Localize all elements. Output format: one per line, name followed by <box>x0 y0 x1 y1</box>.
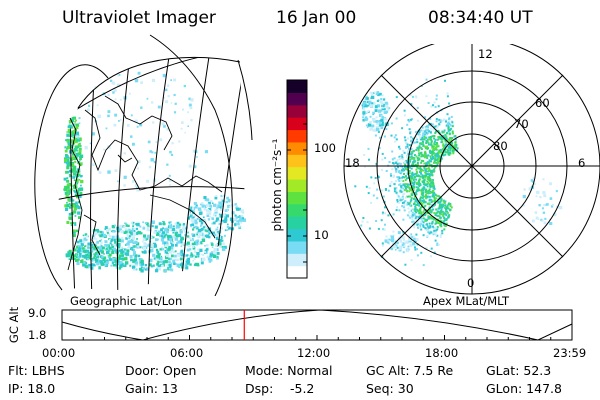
timeline-xtick-0000: 00:00 <box>42 346 76 360</box>
timeline-xtick-0600: 06:00 <box>170 346 204 360</box>
auroral-emission-polar <box>354 78 563 267</box>
status-ip: IP: 18.0 <box>8 381 56 396</box>
timeline-axis-label: GC Alt <box>7 306 21 344</box>
geo-panel-caption: Geographic Lat/Lon <box>70 294 183 308</box>
polar-panel-caption: Apex MLat/MLT <box>423 294 510 308</box>
mlt-label-18: 18 <box>345 156 360 170</box>
colorbar-tick-10: 10 <box>314 228 329 242</box>
status-dsp-value: -5.2 <box>290 381 315 396</box>
timeline-xtick-2359: 23:59 <box>553 346 587 360</box>
gc-alt-timeline <box>61 309 573 341</box>
status-filter: Flt: LBHS <box>8 363 65 378</box>
colorbar-gradient <box>287 80 307 279</box>
time-label: 08:34:40 UT <box>428 8 533 28</box>
app-title: Ultraviolet Imager <box>62 8 216 28</box>
polar-image-panel <box>343 44 600 295</box>
mlat-label-70: 70 <box>514 117 529 131</box>
status-glon: GLon: 147.8 <box>486 381 562 396</box>
timeline-ytick-1-8: 1.8 <box>28 328 47 342</box>
status-gain: Gain: 13 <box>125 381 178 396</box>
colorbar-tick-100: 100 <box>314 141 336 155</box>
coastlines <box>67 95 223 271</box>
colorbar-unit-label: photon cm⁻²s⁻¹ <box>270 138 284 232</box>
photon-flux-colorbar <box>286 79 308 279</box>
timeline-ytick-9: 9.0 <box>28 306 47 320</box>
date-label: 16 Jan 00 <box>276 8 357 28</box>
mlt-label-12: 12 <box>478 47 493 61</box>
status-dsp-label: Dsp: <box>245 381 274 396</box>
mlt-label-6: 6 <box>578 156 586 170</box>
mlat-label-80: 80 <box>493 139 508 153</box>
status-gc-alt: GC Alt: 7.5 Re <box>366 363 454 378</box>
status-door: Door: Open <box>125 363 197 378</box>
status-mode: Mode: Normal <box>245 363 333 378</box>
status-glat: GLat: 52.3 <box>486 363 552 378</box>
mlt-label-0: 0 <box>467 276 475 290</box>
mlat-label-60: 60 <box>535 96 550 110</box>
polar-grid <box>343 44 600 295</box>
geographic-image-panel <box>34 34 253 296</box>
timeline-xtick-1800: 18:00 <box>425 346 459 360</box>
timeline-xtick-1200: 12:00 <box>297 346 331 360</box>
status-seq: Seq: 30 <box>366 381 414 396</box>
